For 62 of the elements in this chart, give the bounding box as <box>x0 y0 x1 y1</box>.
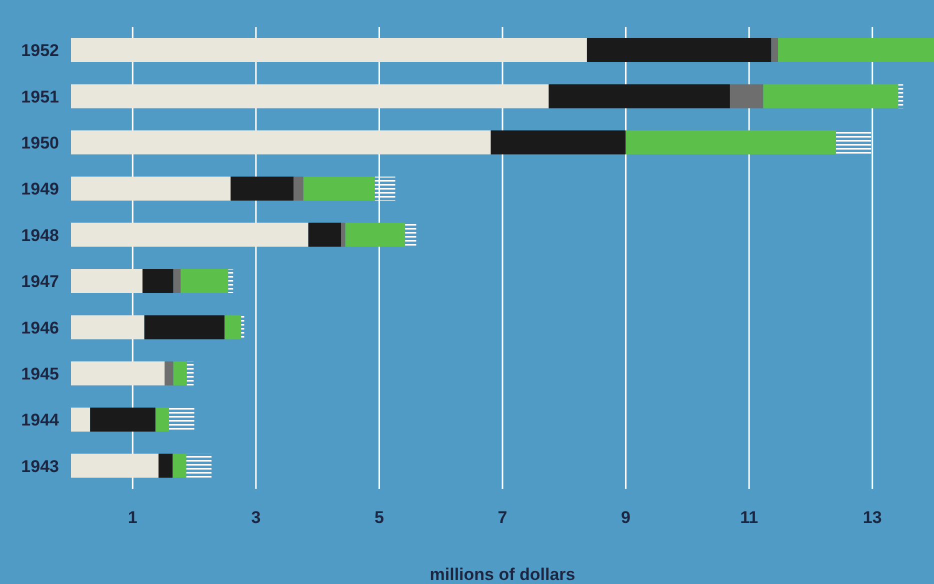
y-tick-label: 1949 <box>21 180 59 199</box>
bar <box>71 130 491 154</box>
bar <box>898 84 904 108</box>
bar <box>144 315 224 340</box>
bar <box>345 222 406 247</box>
x-tick-label: 11 <box>740 508 758 528</box>
bar <box>308 222 341 247</box>
y-tick-label: 1947 <box>21 272 59 292</box>
bar <box>155 408 170 432</box>
bar <box>340 222 346 247</box>
bar <box>180 269 228 293</box>
bar <box>71 454 159 478</box>
bar <box>405 222 416 247</box>
x-tick-label: 3 <box>251 508 261 528</box>
bar <box>230 176 294 201</box>
bar <box>771 38 778 62</box>
bar <box>173 269 181 293</box>
y-tick-label: 1952 <box>21 41 59 60</box>
bar <box>169 408 194 432</box>
bar <box>186 361 194 386</box>
x-tick-label: 5 <box>374 508 384 528</box>
bar <box>186 454 212 478</box>
bar <box>71 269 143 293</box>
bar <box>71 38 587 62</box>
bar <box>294 176 304 201</box>
y-tick-label: 1944 <box>21 410 60 430</box>
bar <box>71 315 144 340</box>
x-tick-label: 13 <box>862 508 882 528</box>
bar <box>173 361 187 386</box>
x-tick-label: 1 <box>128 508 138 528</box>
bar <box>71 408 90 432</box>
y-tick-label: 1946 <box>21 318 59 338</box>
bar <box>158 454 173 478</box>
bar <box>374 176 396 201</box>
x-axis-title: millions of dollars <box>430 565 576 584</box>
bar <box>778 38 934 62</box>
x-tick-label: 9 <box>621 508 631 528</box>
bar <box>71 84 549 108</box>
bar <box>142 269 174 293</box>
y-tick-label: 1943 <box>21 456 59 476</box>
bar <box>303 176 375 201</box>
y-tick-label: 1945 <box>21 364 59 384</box>
y-tick-label: 1950 <box>21 134 59 153</box>
bar <box>836 130 872 154</box>
bar <box>730 84 764 108</box>
bar <box>71 176 231 201</box>
y-tick-label: 1951 <box>21 87 59 106</box>
bar <box>548 84 730 108</box>
bar <box>71 222 308 247</box>
bar <box>241 315 244 340</box>
bar <box>224 315 242 340</box>
bar <box>626 130 836 154</box>
bar <box>164 361 174 386</box>
bar <box>71 361 165 386</box>
bar <box>90 408 156 432</box>
bar <box>172 454 186 478</box>
bar <box>490 130 626 154</box>
x-tick-label: 7 <box>498 508 508 528</box>
bar <box>763 84 898 108</box>
y-tick-label: 1948 <box>21 226 59 245</box>
bar <box>228 269 234 293</box>
bar <box>586 38 772 62</box>
